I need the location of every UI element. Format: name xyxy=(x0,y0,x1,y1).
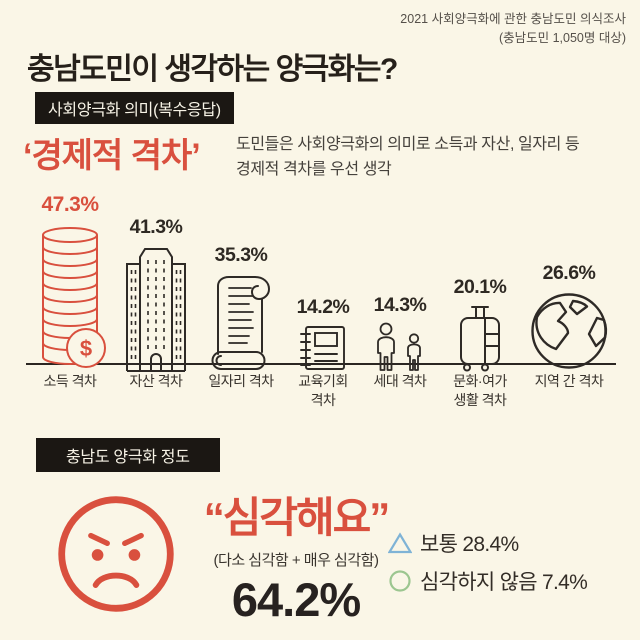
chart-baseline xyxy=(26,363,616,365)
value-label-generation: 14.3% xyxy=(373,294,427,316)
document-scroll-icon xyxy=(211,276,270,370)
legend-row-neutral: 보통 28.4% xyxy=(388,524,587,562)
chart-icon-row: 47.3% xyxy=(26,193,616,372)
headline-description: 도민들은 사회양극화의 의미로 소득과 자산, 일자리 등 경제적 격차를 우선… xyxy=(236,133,580,183)
circle-outline-icon xyxy=(389,570,411,592)
chart-column-region: 26.6% xyxy=(522,262,616,372)
severity-quote-block: “심각해요” (다소 심각함 + 매우 심각함) 64.2% xyxy=(178,484,414,627)
legend-row-not-serious: 심각하지 않음 7.4% xyxy=(388,562,588,600)
value-label-income: 47.3% xyxy=(41,193,99,216)
gap-pictogram-chart: 47.3% xyxy=(26,193,616,410)
notebook-icon xyxy=(300,326,345,370)
angry-face-icon xyxy=(52,490,180,618)
category-label-job: 일자리 격차 xyxy=(208,373,274,389)
coin-stack-icon: $ xyxy=(42,227,106,368)
chart-column-job: 35.3% xyxy=(198,244,284,372)
description-line1: 도민들은 사회양극화의 의미로 소득과 자산, 일자리 등 xyxy=(236,136,580,153)
legend-label-neutral: 보통 28.4% xyxy=(420,533,519,556)
building-icon xyxy=(126,248,186,372)
page-title: 충남도민이 생각하는 양극화는? xyxy=(27,53,398,86)
severity-legend: 보통 28.4% 심각하지 않음 7.4% xyxy=(388,524,588,600)
suitcase-icon xyxy=(460,306,500,372)
category-label-culture: 문화·여가 생활 격차 xyxy=(453,373,507,408)
people-icon xyxy=(377,322,421,371)
category-label-income: 소득 격차 xyxy=(43,373,97,389)
legend-label-not-serious: 심각하지 않음 7.4% xyxy=(420,571,588,594)
survey-source: 2021 사회양극화에 관한 충남도민 의식조사 (충남도민 1,050명 대상… xyxy=(400,10,626,48)
value-label-job: 35.3% xyxy=(214,244,268,266)
severity-quote-note: (다소 심각함 + 매우 심각함) xyxy=(213,552,379,569)
category-label-generation: 세대 격차 xyxy=(373,373,427,389)
value-label-asset: 41.3% xyxy=(129,216,183,238)
severity-quote: “심각해요” xyxy=(203,494,391,541)
chart-category-row: 소득 격차 자산 격차 일자리 격차 교육기회 격차 세대 격차 문화·여가 생… xyxy=(26,365,616,410)
severity-quote-value: 64.2% xyxy=(231,573,361,626)
section-badge-severity: 충남도 양극화 정도 xyxy=(36,438,220,472)
value-label-culture: 20.1% xyxy=(453,276,507,298)
triangle-outline-icon xyxy=(388,532,412,554)
survey-source-line1: 2021 사회양극화에 관한 충남도민 의식조사 xyxy=(400,12,626,26)
chart-column-income: 47.3% xyxy=(26,193,114,372)
headline-economic-gap: ‘경제적 격차’ xyxy=(23,137,201,175)
chart-column-education: 14.2% xyxy=(284,296,362,372)
survey-source-line2: (충남도민 1,050명 대상) xyxy=(498,30,626,45)
category-label-region: 지역 간 격차 xyxy=(534,373,604,389)
section-badge-meaning: 사회양극화 의미(복수응답) xyxy=(35,92,234,124)
value-label-education: 14.2% xyxy=(296,296,350,318)
chart-column-culture: 20.1% xyxy=(438,276,522,372)
category-label-asset: 자산 격차 xyxy=(129,373,183,389)
description-line2: 경제적 격차를 우선 생각 xyxy=(236,160,392,178)
svg-text:$: $ xyxy=(80,336,92,361)
chart-column-asset: 41.3% xyxy=(114,216,198,372)
chart-column-generation: 14.3% xyxy=(362,294,438,372)
category-label-education: 교육기회 격차 xyxy=(298,373,348,408)
value-label-region: 26.6% xyxy=(542,262,596,284)
globe-icon xyxy=(531,293,608,369)
